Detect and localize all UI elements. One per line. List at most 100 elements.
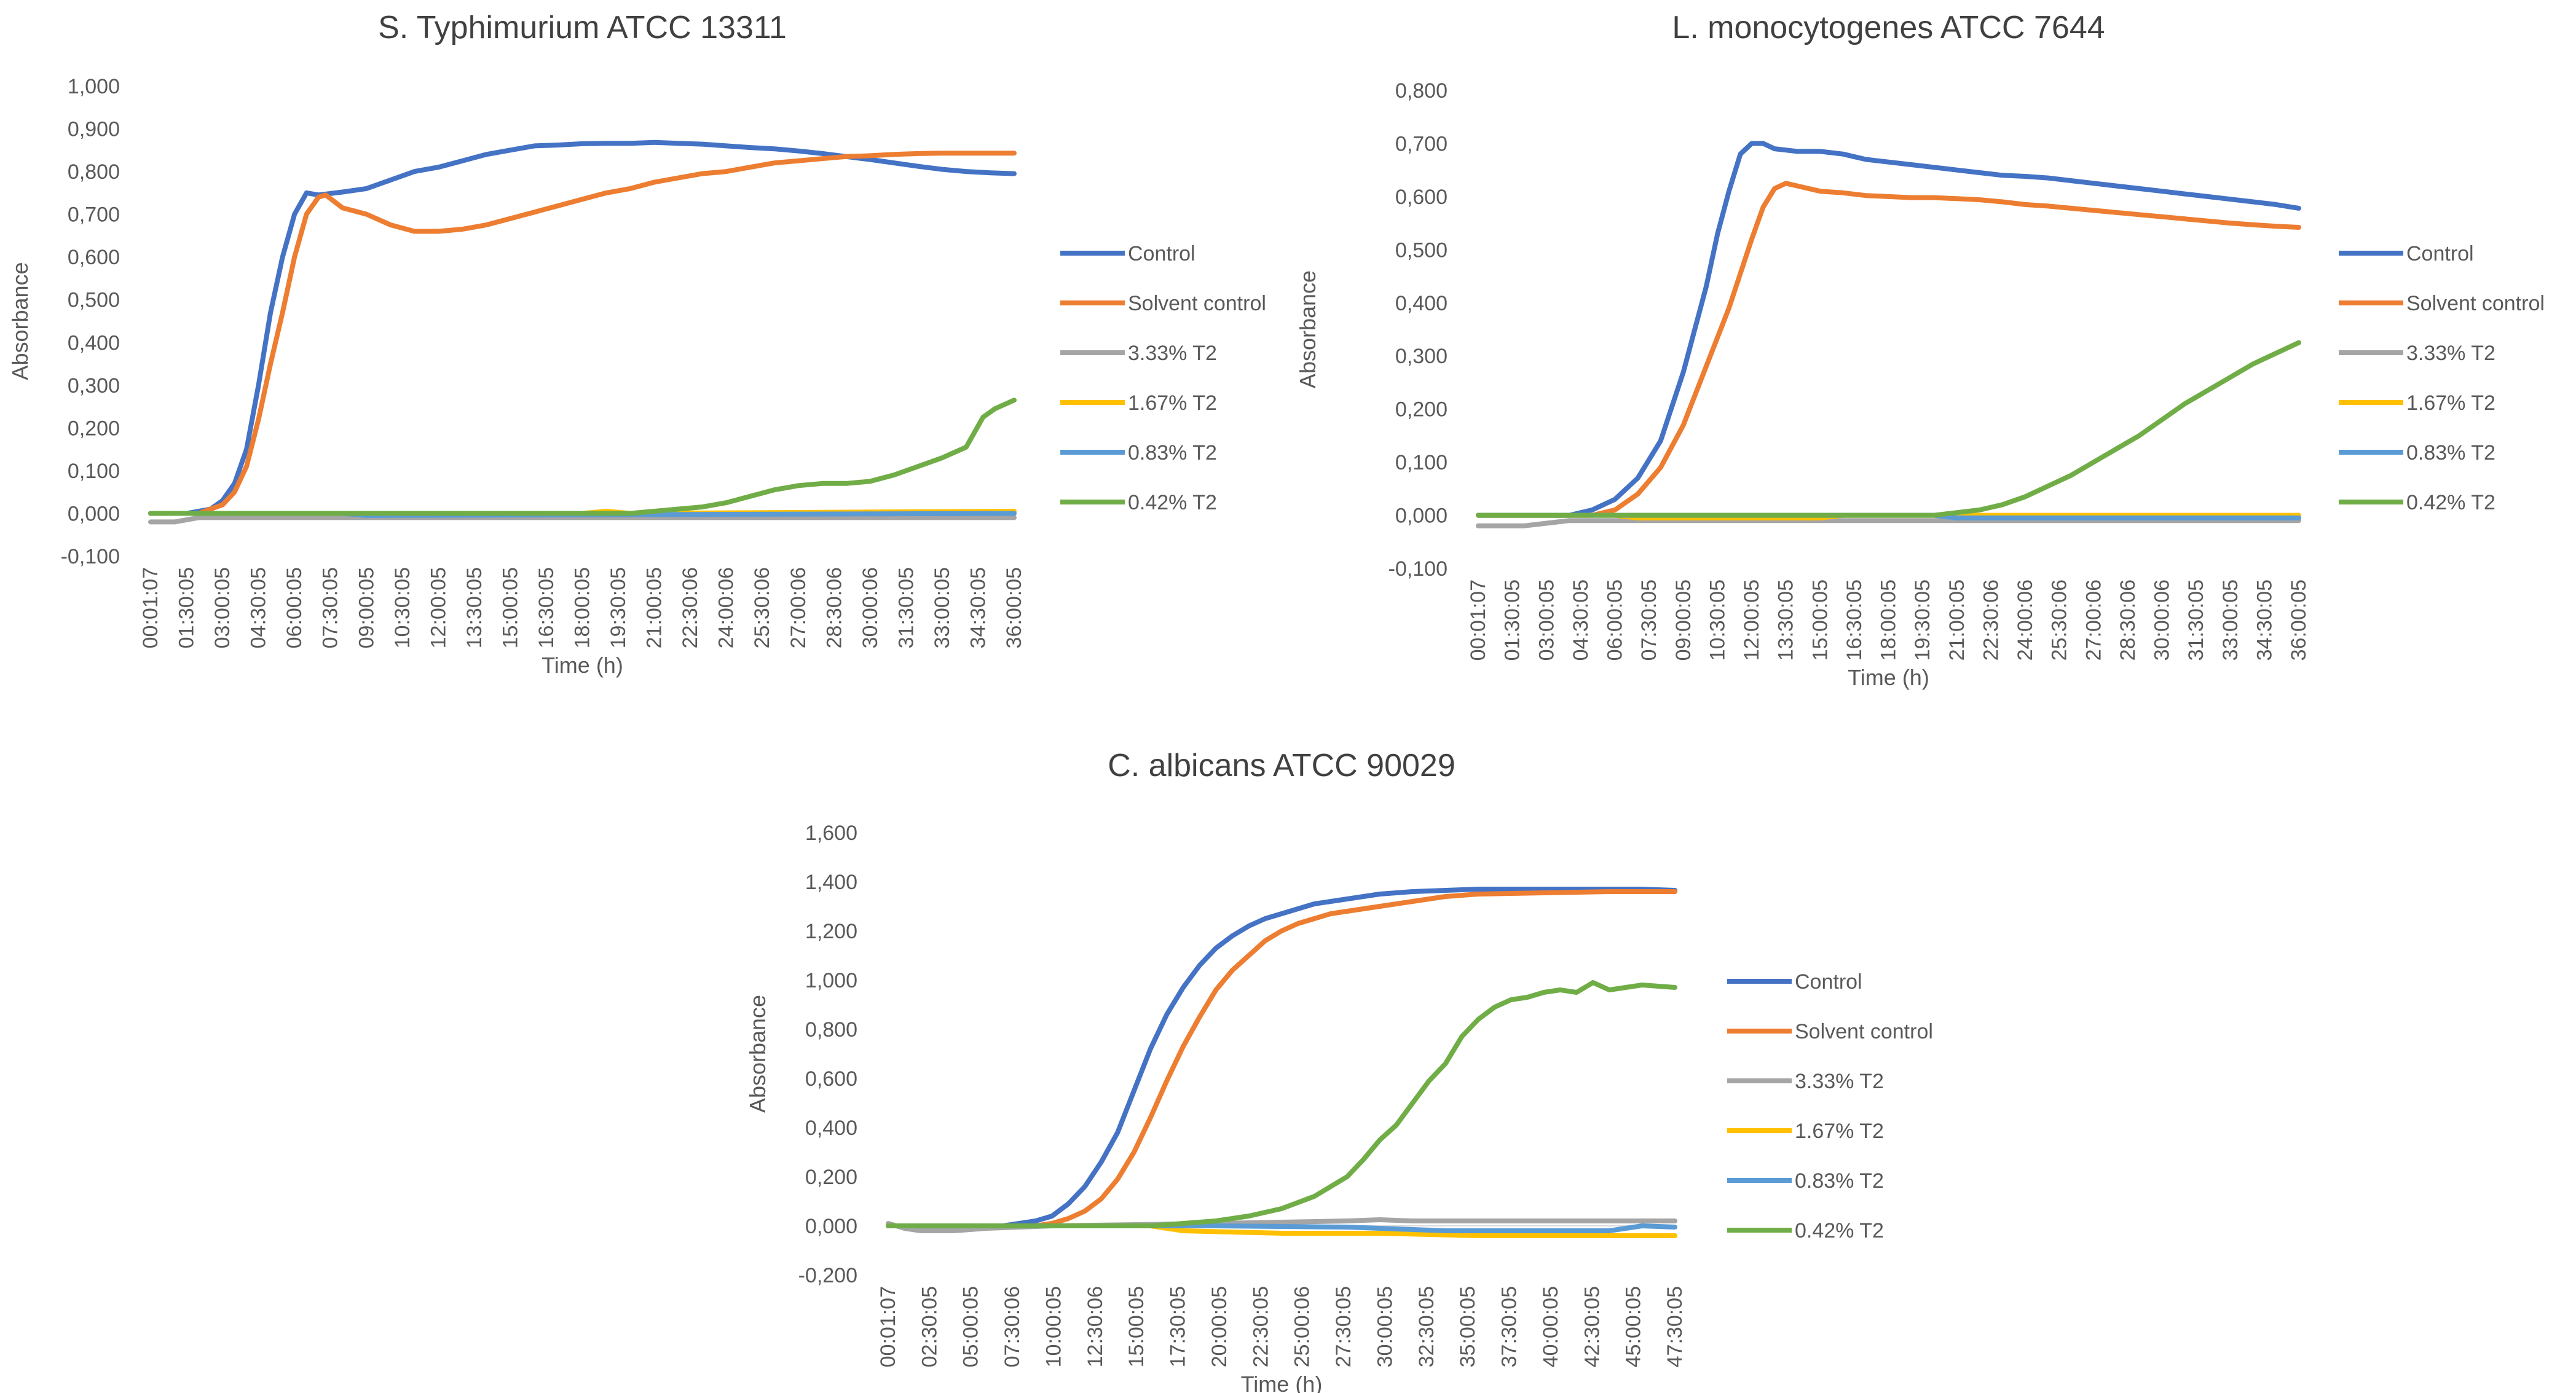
x-tick-label: 30:00:05: [1373, 1286, 1396, 1367]
x-tick-label: 30:00:06: [2151, 579, 2174, 661]
x-tick-label: 27:00:06: [787, 567, 810, 648]
y-tick-label: -0,200: [798, 1264, 857, 1287]
chart-title: C. albicans ATCC 90029: [1108, 748, 1455, 783]
x-tick-label: 02:30:05: [918, 1286, 941, 1367]
x-tick-label: 25:00:06: [1291, 1286, 1314, 1367]
x-tick-label: 15:00:05: [1808, 579, 1832, 661]
y-tick-label: 0,600: [805, 1067, 857, 1091]
x-tick-label: 17:30:05: [1167, 1286, 1190, 1367]
x-tick-label: 40:00:05: [1539, 1286, 1562, 1367]
y-tick-label: 0,600: [1395, 186, 1448, 209]
y-tick-label: 0,700: [1395, 132, 1448, 155]
series-line-3-33-t2: [148, 515, 1017, 525]
chart-svg: C. albicans ATCC 90029 -0,200 0,000 0,200 0,…: [745, 748, 1933, 1393]
x-tick-label: 16:30:05: [535, 567, 558, 648]
y-tick-label: 0,900: [68, 118, 120, 141]
x-axis-title: Time (h): [1241, 1371, 1323, 1393]
chart-title: L. monocytogenes ATCC 7644: [1672, 10, 2105, 45]
y-tick-label: 1,000: [805, 969, 857, 992]
series-line-control: [1476, 141, 2301, 518]
x-tick-label: 03:00:05: [1535, 579, 1558, 661]
y-tick-label: 0,000: [68, 502, 120, 525]
legend-label: Control: [1128, 242, 1195, 265]
x-tick-label: 47:30:05: [1663, 1286, 1687, 1367]
legend-label: 1.67% T2: [1795, 1120, 1884, 1143]
y-tick-label: 0,100: [68, 460, 120, 483]
legend-label: 0.83% T2: [2406, 441, 2495, 465]
x-tick-label: 15:00:05: [1125, 1286, 1148, 1367]
x-tick-label: 27:00:06: [2082, 579, 2105, 661]
x-tick-label: 27:30:05: [1332, 1286, 1355, 1367]
x-tick-label: 00:01:07: [139, 567, 162, 648]
series-line-3-33-t2: [1476, 518, 2301, 528]
x-tick-label: 36:00:05: [1002, 567, 1026, 648]
x-tick-label: 18:00:05: [571, 567, 594, 648]
x-axis-title: Time (h): [542, 653, 623, 678]
x-tick-label: 01:30:05: [1501, 579, 1524, 661]
y-tick-label: 0,100: [1395, 451, 1448, 474]
x-tick-label: 22:30:06: [679, 567, 702, 648]
legend-label: 0.42% T2: [1128, 491, 1217, 514]
x-tick-label: 15:00:05: [498, 567, 522, 648]
x-tick-label: 25:30:06: [750, 567, 774, 648]
x-tick-label: 07:30:06: [1001, 1286, 1024, 1367]
y-tick-label: -0,100: [61, 545, 120, 568]
x-tick-label: 36:00:05: [2287, 579, 2310, 661]
legend-label: 0.42% T2: [2406, 491, 2495, 514]
y-tick-label: 0,800: [805, 1018, 857, 1042]
y-axis-title: Absorbance: [1295, 270, 1320, 388]
legend-label: 0.83% T2: [1128, 441, 1217, 465]
x-tick-label: 37:30:05: [1498, 1286, 1521, 1367]
x-tick-label: 42:30:05: [1580, 1286, 1604, 1367]
x-tick-label: 10:30:05: [391, 567, 414, 648]
x-tick-label: 31:30:05: [894, 567, 918, 648]
y-tick-label: -0,100: [1388, 557, 1448, 581]
y-tick-label: 0,000: [805, 1215, 857, 1238]
x-tick-label: 20:00:05: [1208, 1286, 1231, 1367]
x-tick-label: 28:30:06: [822, 567, 846, 648]
chart-title: S. Typhimurium ATCC 13311: [378, 10, 787, 45]
y-axis-title: Absorbance: [7, 262, 33, 380]
x-tick-label: 35:00:05: [1456, 1286, 1479, 1367]
x-tick-label: 30:00:06: [859, 567, 882, 648]
legend-label: 1.67% T2: [1128, 391, 1217, 415]
x-tick-label: 12:00:05: [427, 567, 450, 648]
y-tick-label: 0,800: [1395, 79, 1448, 103]
x-tick-label: 07:30:05: [319, 567, 342, 648]
legend-label: Control: [1795, 970, 1862, 994]
y-tick-label: 0,200: [805, 1166, 857, 1189]
legend-label: Control: [2406, 242, 2474, 265]
x-tick-label: 12:00:05: [1740, 579, 1763, 661]
series-line-solvent-control: [1476, 181, 2301, 518]
y-tick-label: 1,600: [805, 822, 857, 845]
y-tick-label: 0,600: [68, 246, 120, 269]
x-tick-label: 06:00:05: [1604, 579, 1627, 661]
x-tick-label: 28:30:06: [2116, 579, 2140, 661]
series-line-0-42-t2: [148, 398, 1017, 516]
x-tick-label: 03:00:05: [211, 567, 234, 648]
legend-label: 3.33% T2: [2406, 342, 2495, 365]
x-tick-label: 10:00:05: [1042, 1286, 1065, 1367]
x-tick-label: 45:00:05: [1622, 1286, 1645, 1367]
chart-c-albicans: C. albicans ATCC 90029 -0,200 0,000 0,200 0,…: [738, 722, 2025, 1393]
y-tick-label: 0,500: [1395, 238, 1448, 262]
x-tick-label: 01:30:05: [175, 567, 199, 648]
x-tick-label: 09:00:05: [355, 567, 378, 648]
x-axis-title: Time (h): [1848, 665, 1929, 690]
x-tick-label: 33:00:05: [931, 567, 954, 648]
series-line-0-42-t2: [1476, 340, 2301, 518]
x-tick-label: 05:00:05: [959, 1286, 983, 1367]
x-tick-label: 18:00:05: [1877, 579, 1900, 661]
x-tick-label: 00:01:07: [876, 1286, 900, 1367]
legend-label: 3.33% T2: [1795, 1070, 1884, 1093]
x-tick-label: 19:30:05: [1911, 579, 1934, 661]
y-tick-label: 0,300: [1395, 345, 1448, 368]
chart-l-monocytogenes: L. monocytogenes ATCC 7644 -0,100 0,000 0,1…: [1288, 0, 2576, 694]
x-tick-label: 22:30:06: [1979, 579, 2003, 661]
legend-label: Solvent control: [2406, 292, 2545, 315]
x-tick-label: 09:00:05: [1672, 579, 1695, 661]
y-tick-label: 0,800: [68, 160, 120, 184]
x-tick-label: 04:30:05: [247, 567, 270, 648]
series-line-control: [886, 887, 1677, 1228]
legend-label: 0.42% T2: [1795, 1219, 1884, 1242]
